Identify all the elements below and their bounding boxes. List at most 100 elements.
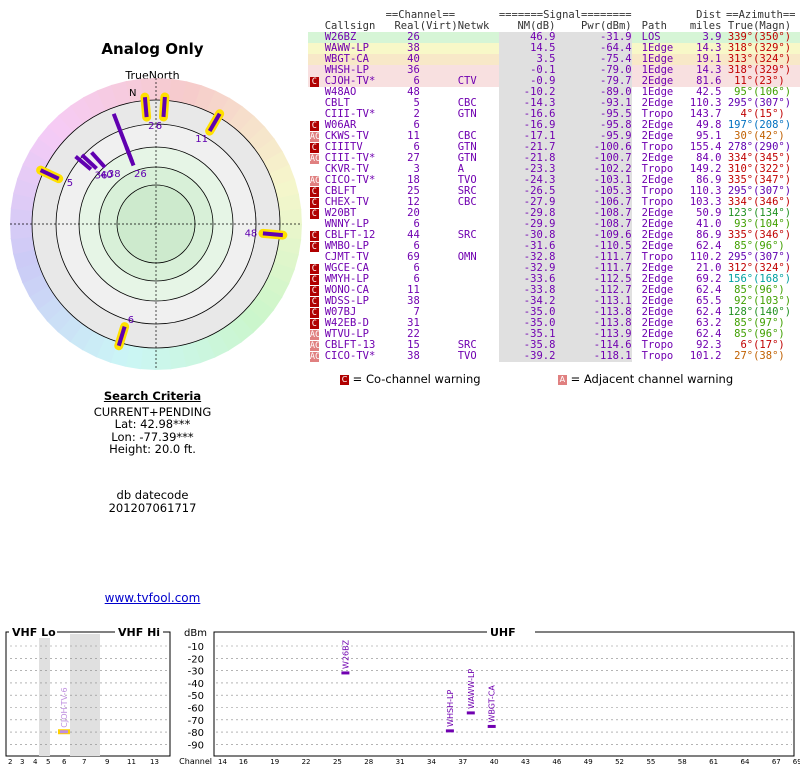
warning-badge: C xyxy=(309,143,319,153)
table-row[interactable]: W48AO 48 -10.2 -89.0 1Edge 42.5 95° (106°) xyxy=(308,87,800,98)
uhf-tick: 22 xyxy=(302,758,311,766)
azimuth-magnetic-cell: (38°) xyxy=(753,350,785,362)
uhf-panel xyxy=(213,631,795,757)
table-row[interactable]: C CBLFT 25 SRC -26.5 -105.3 Tropo 110.3 295° (307… xyxy=(308,186,800,197)
tvfool-link[interactable]: www.tvfool.com xyxy=(104,591,201,605)
uhf-tick: 19 xyxy=(270,758,279,766)
azimuth-magnetic-cell: (17°) xyxy=(753,339,785,351)
table-row[interactable]: AC CBLFT-13 15 SRC -35.8 -114.6 Tropo 92.3 6° (17… xyxy=(308,340,800,351)
table-row[interactable]: C W07BJ 7 -35.0 -113.8 2Edge 62.4 128° (140°) xyxy=(308,307,800,318)
table-row[interactable]: C WGCE-CA 6 -32.9 -111.7 2Edge 21.0 312° (324°) xyxy=(308,263,800,274)
table-row[interactable]: C CBLFT-12 44 SRC -30.8 -109.6 2Edge 86.9 335° (3… xyxy=(308,230,800,241)
path-cell: 2Edge xyxy=(641,207,674,219)
uhf-tick: 31 xyxy=(396,758,405,766)
nm-cell: -17.1 xyxy=(498,131,556,142)
polar-marker-label: 5 xyxy=(67,178,73,189)
table-row[interactable]: C WMBO-LP 6 -31.6 -110.5 2Edge 62.4 85° (96°) xyxy=(308,241,800,252)
table-row[interactable]: W26BZ 26 46.9 -31.9 LOS 3.9 339° (350°) xyxy=(308,32,800,43)
power-cell: -114.6 xyxy=(555,340,632,351)
nm-cell: -16.6 xyxy=(498,109,556,120)
distance-cell: 149.2 xyxy=(689,163,722,175)
azimuth-true-cell: 313° xyxy=(727,53,754,65)
path-cell: 2Edge xyxy=(641,97,674,109)
distance-cell: 86.9 xyxy=(696,174,722,186)
table-row[interactable]: C CJOH-TV* 6 CTV -0.9 -79.7 2Edge 81.6 11° (23°) xyxy=(308,76,800,87)
network-cell xyxy=(458,54,499,65)
azimuth-magnetic-cell: (329°) xyxy=(753,64,792,76)
table-row[interactable]: WHSH-LP 36 -0.1 -79.0 1Edge 14.3 318° (329°) xyxy=(308,65,800,76)
real-channel-cell: 48 xyxy=(407,86,420,98)
table-row[interactable]: C CIIITV 6 GTN -21.7 -100.6 Tropo 155.4 278° (290… xyxy=(308,142,800,153)
polar-n-label: N xyxy=(129,88,136,99)
table-row[interactable]: C W06AR 6 -16.9 -95.8 2Edge 49.8 197° (208°) xyxy=(308,120,800,131)
table-row[interactable]: AC CICO-TV* 18 TVO -24.3 -103.1 2Edge 86.9 335°(… xyxy=(308,175,800,186)
azimuth-magnetic-cell: (350°) xyxy=(753,31,792,43)
polar-color-segment xyxy=(273,178,300,200)
co-channel-badge: C xyxy=(340,374,349,385)
warning-cell: C xyxy=(308,318,321,329)
distance-cell: 69.2 xyxy=(696,273,722,285)
polar-color-segment xyxy=(167,345,187,370)
table-row[interactable]: C W42EB-D 31 -35.0 -113.8 2Edge 63.2 85° (97°) xyxy=(308,318,800,329)
vhf-hi-tick: 7 xyxy=(82,758,86,766)
path-cell: 2Edge xyxy=(641,328,674,340)
table-row[interactable]: C WONO-CA 11 -33.8 -112.7 2Edge 62.4 85° (96°) xyxy=(308,285,800,296)
azimuth-magnetic-cell: (168°) xyxy=(753,273,792,285)
real-channel-cell: 6 xyxy=(413,119,420,131)
col-true: True xyxy=(727,20,754,32)
table-row[interactable]: AC CKWS-TV 11 CBC -17.1 -95.9 2Edge 95.1 30° (42°… xyxy=(308,131,800,142)
polar-color-segment xyxy=(262,274,290,299)
table-row[interactable]: CBLT 5 CBC -14.3 -93.1 2Edge 110.3 295° (307°) xyxy=(308,98,800,109)
uhf-tick: 64 xyxy=(741,758,750,766)
table-row[interactable]: CIII-TV* 2 GTN -16.6 -95.5 Tropo 143.7 4° (15°) xyxy=(308,109,800,120)
azimuth-magnetic-cell: (346°) xyxy=(753,196,792,208)
azimuth-true-cell: 335° xyxy=(727,229,754,241)
nm-cell: -29.8 xyxy=(498,208,556,219)
table-row[interactable]: C WDSS-LP 38 -34.2 -113.1 2Edge 65.5 92° (103°) xyxy=(308,296,800,307)
table-row[interactable]: WAWW-LP 38 14.5 -64.4 1Edge 14.3 318° (329°) xyxy=(308,43,800,54)
table-row[interactable]: CKVR-TV 3 A -23.3 -102.2 Tropo 149.2 310° (322°) xyxy=(308,164,800,175)
col-path: Path xyxy=(641,20,667,32)
table-row[interactable]: CJMT-TV 69 OMN -32.8 -111.7 Tropo 110.2 295° (30… xyxy=(308,252,800,263)
table-row[interactable]: C CHEX-TV 12 CBC -27.9 -106.7 Tropo 103.3 334° (3… xyxy=(308,197,800,208)
azimuth-magnetic-cell: (322°) xyxy=(753,163,792,175)
distance-cell: 62.4 xyxy=(696,306,722,318)
virtual-channel-cell xyxy=(420,131,458,142)
nm-cell: -30.8 xyxy=(498,230,556,241)
table-row[interactable]: AC CIII-TV* 27 GTN -21.8 -100.7 2Edge 84.0 334°(… xyxy=(308,153,800,164)
azimuth-magnetic-cell: (106°) xyxy=(753,86,792,98)
table-row[interactable]: AC WTVU-LP 22 -35.1 -113.9 2Edge 62.4 85° (96°) xyxy=(308,329,800,340)
table-row[interactable]: C WMYH-LP 6 -33.6 -112.5 2Edge 69.2 156° (168°) xyxy=(308,274,800,285)
polar-station-marker xyxy=(116,326,127,347)
table-row[interactable]: WBGT-CA 40 3.5 -75.4 1Edge 19.1 313° (324°) xyxy=(308,54,800,65)
network-cell: SRC xyxy=(457,339,477,351)
path-cell: Tropo xyxy=(641,339,674,351)
warning-cell: C xyxy=(308,208,321,219)
path-cell: 2Edge xyxy=(641,218,674,230)
real-channel-cell: 11 xyxy=(407,284,420,296)
power-cell: -93.1 xyxy=(555,98,632,109)
polar-color-segment xyxy=(125,78,145,103)
table-row[interactable]: AC CICO-TV* 38 TVO -39.2 -118.1 Tropo 101.2 27°(… xyxy=(308,351,800,362)
distance-cell: 41.0 xyxy=(696,218,722,230)
path-cell: 2Edge xyxy=(641,75,674,87)
distance-cell: 3.9 xyxy=(702,31,722,43)
spectrum-bar-label: WAWW-LP xyxy=(467,669,476,709)
callsign-cell: CKWS-TV xyxy=(324,130,369,142)
azimuth-magnetic-cell: (324°) xyxy=(753,53,792,65)
uhf-tick: 61 xyxy=(709,758,718,766)
distance-cell: 63.2 xyxy=(696,317,722,329)
real-channel-cell: 38 xyxy=(407,350,420,362)
polar-color-segment xyxy=(139,347,156,370)
real-channel-cell: 31 xyxy=(407,317,420,329)
criteria-mode: CURRENT+PENDING xyxy=(93,404,212,419)
table-row[interactable]: C W20BT 20 -29.8 -108.7 2Edge 50.9 123° (134°) xyxy=(308,208,800,219)
azimuth-magnetic-cell: (290°) xyxy=(753,141,792,153)
real-channel-cell: 6 xyxy=(413,262,420,274)
warning-cell xyxy=(308,109,321,120)
callsign-cell: WDSS-LP xyxy=(324,295,369,307)
table-row[interactable]: WNNY-LP 6 -29.9 -108.7 2Edge 41.0 93° (104°) xyxy=(308,219,800,230)
path-cell: 1Edge xyxy=(641,42,674,54)
real-channel-cell: 11 xyxy=(407,130,420,142)
